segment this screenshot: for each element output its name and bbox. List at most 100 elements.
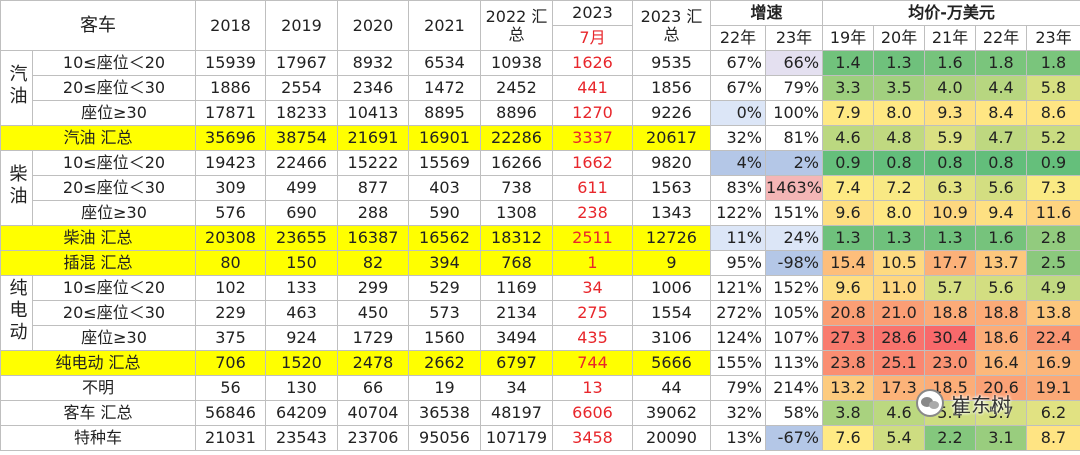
table-row: 插混 汇总 80 150 82 394 768 1 9 95% -98% 15.4 10.5 17.7 1…: [0, 250, 1080, 276]
count-cell: 2134: [480, 300, 553, 326]
price-cell: 1.8: [975, 50, 1028, 76]
price-cell: 1.6: [975, 225, 1028, 251]
count-cell: 21691: [337, 125, 409, 151]
group-text: 柴油: [6, 164, 28, 208]
row-label: 特种车: [0, 425, 196, 451]
price-cell: 7.4: [822, 175, 875, 201]
row-label: 座位≥30: [32, 100, 196, 126]
row-label: 客车 汇总: [0, 400, 196, 426]
count-cell: 2346: [337, 75, 409, 101]
table-row: 座位≥30 576 690 288 590 1308 238 1343 122% 151% 9.6 8…: [1, 200, 1080, 226]
price-cell: 6.2: [1026, 400, 1080, 426]
count-cell: 3458: [552, 425, 633, 451]
price-cell: 4.0: [924, 75, 977, 101]
count-cell: 529: [408, 275, 481, 301]
price-cell: 2.5: [1026, 250, 1080, 276]
count-cell: 2452: [480, 75, 553, 101]
price-cell: 5.6: [975, 175, 1028, 201]
row-label: 20≤座位＜30: [32, 175, 196, 201]
watermark-icon: [916, 389, 944, 417]
price-cell: 19.1: [1026, 375, 1080, 401]
price-cell: 8.0: [873, 200, 926, 226]
group-label: 纯电动: [0, 275, 33, 351]
header-cell: 增速: [709, 0, 824, 26]
count-cell: 48197: [480, 400, 553, 426]
count-cell: 20308: [195, 225, 266, 251]
count-cell: 768: [480, 250, 553, 276]
header-cell: 21年: [924, 25, 977, 51]
count-cell: 1169: [480, 275, 553, 301]
count-cell: 19423: [195, 150, 266, 176]
price-cell: 5.6: [975, 275, 1028, 301]
price-cell: 21.0: [873, 300, 926, 326]
count-cell: 9: [632, 250, 711, 276]
header-cell: 23年: [764, 25, 824, 51]
growth-cell: 58%: [764, 400, 824, 426]
growth-cell: 83%: [710, 175, 766, 201]
growth-cell: 32%: [710, 400, 766, 426]
table-row: 汽油 10≤座位＜20 15939 17967 8932 6534 10938 1626 953…: [0, 50, 1080, 126]
price-cell: 1.3: [924, 225, 977, 251]
table-row: 20≤座位＜30 309 499 877 403 738 611 1563 83% 1463% 7.…: [1, 175, 1080, 201]
count-cell: 9226: [632, 100, 711, 126]
table-row: 座位≥30 17871 18233 10413 8895 8896 1270 9226 0% 10…: [1, 100, 1080, 126]
count-cell: 1006: [632, 275, 711, 301]
count-cell: 9820: [632, 150, 711, 176]
header-cell: 23年: [1026, 25, 1080, 51]
header-cell: 2022 汇总: [480, 0, 553, 51]
price-cell: 3.5: [873, 75, 926, 101]
price-cell: 4.6: [822, 125, 875, 151]
count-cell: 1270: [552, 100, 633, 126]
price-cell: 5.2: [1026, 125, 1080, 151]
price-cell: 15.4: [822, 250, 875, 276]
count-cell: 15569: [408, 150, 481, 176]
price-cell: 5.7: [975, 400, 1028, 426]
count-cell: 16901: [408, 125, 481, 151]
count-cell: 107179: [480, 425, 553, 451]
price-cell: 7.6: [822, 425, 875, 451]
price-cell: 1.3: [873, 225, 926, 251]
table-row: 20≤座位＜30 1886 2554 2346 1472 2452 441 1856 67% 79…: [1, 75, 1080, 101]
table-row: 特种车 21031 23543 23706 95056 107179 3458 20090 13…: [0, 425, 1080, 451]
count-cell: 10413: [337, 100, 409, 126]
price-cell: 4.8: [873, 125, 926, 151]
price-cell: 9.3: [924, 100, 977, 126]
group-text: 纯电动: [6, 278, 28, 344]
count-cell: 573: [408, 300, 481, 326]
count-cell: 611: [552, 175, 633, 201]
header-cell: 22年: [710, 25, 766, 51]
price-cell: 0.9: [1026, 150, 1080, 176]
price-cell: 5.9: [924, 125, 977, 151]
count-cell: 56846: [195, 400, 266, 426]
table-body: 汽油 10≤座位＜20 15939 17967 8932 6534 10938 1626 953…: [0, 50, 1080, 451]
header-cell: 2018: [195, 0, 266, 51]
price-cell: 1.8: [1026, 50, 1080, 76]
price-cell: 2.8: [1026, 225, 1080, 251]
row-label: 10≤座位＜20: [32, 275, 196, 301]
price-cell: 0.9: [822, 150, 875, 176]
count-cell: 1343: [632, 200, 711, 226]
table-row: 座位≥30 375 924 1729 1560 3494 435 3106 124% 107% 27…: [1, 325, 1080, 351]
price-cell: 20.6: [975, 375, 1028, 401]
count-cell: 309: [195, 175, 266, 201]
price-cell: 9.4: [975, 200, 1028, 226]
count-cell: 82: [337, 250, 409, 276]
count-cell: 2478: [337, 350, 409, 376]
count-cell: 877: [337, 175, 409, 201]
count-cell: 3106: [632, 325, 711, 351]
price-cell: 0.8: [975, 150, 1028, 176]
count-cell: 299: [337, 275, 409, 301]
header-cell: 均价-万美元: [822, 0, 1080, 26]
row-label: 座位≥30: [32, 325, 196, 351]
count-cell: 19: [408, 375, 481, 401]
count-cell: 238: [552, 200, 633, 226]
count-cell: 1560: [408, 325, 481, 351]
growth-cell: 113%: [764, 350, 824, 376]
count-cell: 1856: [632, 75, 711, 101]
count-cell: 1563: [632, 175, 711, 201]
price-cell: 11.6: [1026, 200, 1080, 226]
price-cell: 22.4: [1026, 325, 1080, 351]
count-cell: 40704: [337, 400, 409, 426]
growth-cell: -67%: [764, 425, 824, 451]
count-cell: 35696: [195, 125, 266, 151]
